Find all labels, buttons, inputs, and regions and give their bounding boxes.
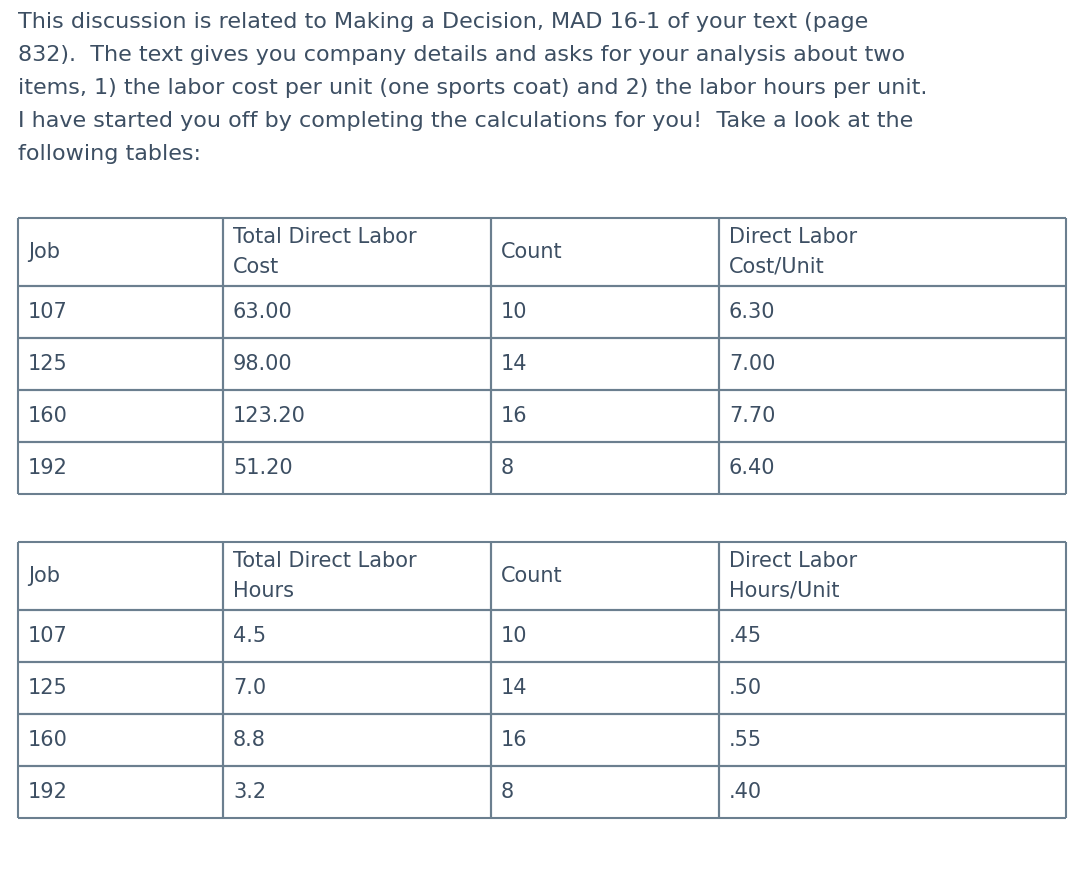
Text: Hours: Hours [233,581,294,601]
Text: 107: 107 [28,302,67,322]
Text: 16: 16 [501,406,528,426]
Text: 192: 192 [28,458,68,478]
Text: 10: 10 [501,626,528,646]
Text: 14: 14 [501,354,528,374]
Text: Cost: Cost [233,257,279,277]
Text: Direct Labor: Direct Labor [729,227,858,247]
Text: Total Direct Labor: Total Direct Labor [233,227,417,247]
Text: Count: Count [501,242,563,262]
Text: 98.00: 98.00 [233,354,293,374]
Text: 160: 160 [28,406,68,426]
Text: 10: 10 [501,302,528,322]
Text: .50: .50 [729,678,763,698]
Text: 832).  The text gives you company details and asks for your analysis about two: 832). The text gives you company details… [18,45,905,65]
Text: .55: .55 [729,730,763,750]
Text: 125: 125 [28,354,67,374]
Text: items, 1) the labor cost per unit (one sports coat) and 2) the labor hours per u: items, 1) the labor cost per unit (one s… [18,78,927,98]
Text: 7.00: 7.00 [729,354,775,374]
Text: Count: Count [501,566,563,586]
Text: 6.30: 6.30 [729,302,775,322]
Text: I have started you off by completing the calculations for you!  Take a look at t: I have started you off by completing the… [18,111,913,131]
Text: 8.8: 8.8 [233,730,266,750]
Text: 160: 160 [28,730,68,750]
Text: Total Direct Labor: Total Direct Labor [233,551,417,571]
Text: .40: .40 [729,782,763,802]
Text: 8: 8 [501,782,514,802]
Text: Job: Job [28,566,60,586]
Text: Job: Job [28,242,60,262]
Text: Direct Labor: Direct Labor [729,551,858,571]
Text: 3.2: 3.2 [233,782,266,802]
Text: 8: 8 [501,458,514,478]
Text: 63.00: 63.00 [233,302,293,322]
Text: 107: 107 [28,626,67,646]
Text: .45: .45 [729,626,763,646]
Text: 14: 14 [501,678,528,698]
Text: 6.40: 6.40 [729,458,775,478]
Text: 192: 192 [28,782,68,802]
Text: 7.70: 7.70 [729,406,775,426]
Text: 51.20: 51.20 [233,458,293,478]
Text: following tables:: following tables: [18,144,201,164]
Text: 7.0: 7.0 [233,678,266,698]
Text: 4.5: 4.5 [233,626,266,646]
Text: Cost/Unit: Cost/Unit [729,257,824,277]
Text: Hours/Unit: Hours/Unit [729,581,839,601]
Text: This discussion is related to Making a Decision, MAD 16-1 of your text (page: This discussion is related to Making a D… [18,12,868,32]
Text: 123.20: 123.20 [233,406,305,426]
Text: 125: 125 [28,678,67,698]
Text: 16: 16 [501,730,528,750]
